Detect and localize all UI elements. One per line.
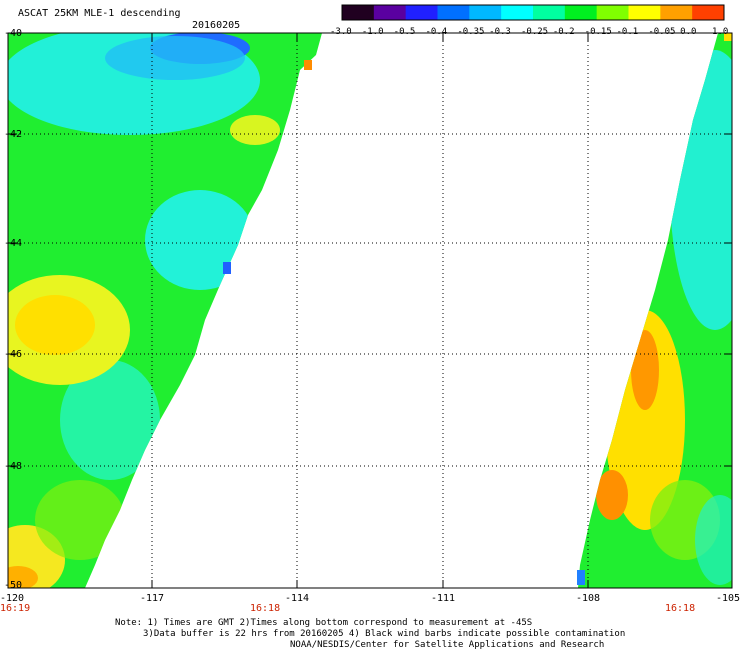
colorbar-tick-label: -0.2 (552, 27, 575, 37)
colorbar-tick-label: -0.1 (616, 27, 639, 37)
right-swath-orange-2 (596, 470, 628, 520)
colorbar-tick-label: -0.25 (521, 27, 549, 37)
colorbar-segment (533, 5, 566, 20)
colorbar-tick-label: -0.5 (393, 27, 416, 37)
lon-label-105: -105 (716, 593, 740, 604)
left-swath-yellow-core (15, 295, 95, 355)
left-swath-edge-orange (304, 60, 312, 70)
colorbar-segment (596, 5, 629, 20)
colorbar-segment (373, 5, 407, 20)
left-swath-edge-blue (223, 262, 231, 274)
colorbar-tick-label: -0.35 (457, 27, 485, 37)
lon-label-114: -114 (285, 593, 310, 604)
colorbar-tick-label: -0.05 (648, 27, 676, 37)
time-label-right-swath: 16:18 (665, 603, 696, 614)
lat-label-40: -40 (4, 28, 23, 39)
colorbar-segment (437, 5, 470, 20)
colorbar-tick-label: -1.0 (361, 27, 384, 37)
footer-note-1: Note: 1) Times are GMT 2)Times along bot… (115, 618, 533, 628)
lat-label-50: -50 (4, 580, 23, 591)
time-label-bottom-left: 16:19 (0, 603, 31, 614)
colorbar-segment (501, 5, 534, 20)
colorbar (342, 5, 725, 20)
colorbar-segment (564, 5, 598, 20)
lon-label-117: -117 (140, 593, 165, 604)
right-swath-cyan-bottom (695, 495, 732, 585)
colorbar-segment (405, 5, 438, 20)
colorbar-segment (692, 5, 725, 20)
chart-title: ASCAT 25KM MLE-1 descending (18, 8, 181, 19)
colorbar-tick-label: -0.4 (425, 27, 448, 37)
lat-label-44: -44 (4, 238, 23, 249)
time-label-left-swath: 16:18 (250, 603, 281, 614)
colorbar-tick-label: -0.3 (489, 27, 511, 37)
colorbar-segment (628, 5, 661, 20)
lat-label-48: -48 (4, 461, 23, 472)
left-swath-orange-bottom (8, 566, 38, 588)
footer-note-3: NOAA/NESDIS/Center for Satellite Applica… (290, 640, 605, 650)
lon-label-108: -108 (576, 593, 601, 604)
colorbar-tick-label: 1.0 (712, 27, 729, 37)
right-swath-edge-yellow (724, 33, 732, 41)
grid-lines (8, 33, 732, 588)
left-swath (8, 33, 322, 588)
colorbar-tick-label: 0.0 (680, 27, 697, 37)
colorbar-segment (660, 5, 693, 20)
colorbar-tick-label: -0.15 (584, 27, 612, 37)
lon-label-111: -111 (431, 593, 456, 604)
lat-label-42: -42 (4, 129, 23, 140)
colorbar-frame (341, 4, 725, 21)
right-swath (578, 33, 732, 588)
left-swath-cyan-mid (145, 190, 255, 290)
right-swath-edge-blue (577, 570, 585, 585)
left-swath-lime-bottom (35, 480, 125, 560)
left-swath-cyan-low (60, 360, 160, 480)
colorbar-tick-label: -3.0 (330, 27, 352, 37)
tick-marks (8, 33, 732, 588)
chart-date: 20160205 (192, 20, 241, 31)
lat-label-46: -46 (4, 349, 23, 360)
colorbar-segment (342, 5, 375, 20)
footer-note-2: 3)Data buffer is 22 hrs from 20160205 4)… (143, 629, 626, 639)
left-swath-lightblue-patch (105, 36, 245, 80)
lon-label-120: -120 (0, 593, 25, 604)
left-swath-yellow-right (230, 115, 280, 145)
right-swath-orange-1 (631, 330, 659, 410)
colorbar-segment (469, 5, 502, 20)
map-frame (7, 32, 733, 589)
